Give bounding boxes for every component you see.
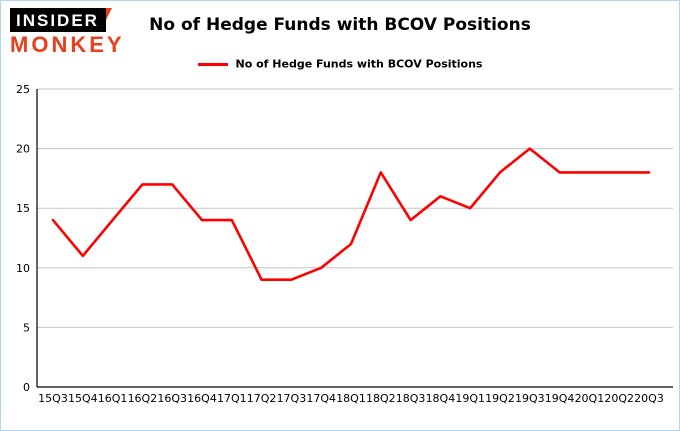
x-tick-label: 18Q4 xyxy=(426,392,456,405)
x-tick-label: 20Q2 xyxy=(604,392,634,405)
x-tick-label: 20Q3 xyxy=(634,392,664,405)
brand-insider: INSIDER xyxy=(10,8,112,32)
x-tick-label: 16Q2 xyxy=(128,392,158,405)
x-tick-label: 15Q4 xyxy=(68,392,98,405)
x-tick-label: 18Q1 xyxy=(336,392,366,405)
legend-swatch xyxy=(197,62,228,66)
legend-label: No of Hedge Funds with BCOV Positions xyxy=(235,57,483,71)
y-tick-label: 0 xyxy=(23,381,30,394)
x-tick-label: 19Q3 xyxy=(515,392,545,405)
y-tick-label: 15 xyxy=(16,202,30,215)
x-tick-label: 19Q1 xyxy=(455,392,485,405)
series-line xyxy=(51,147,651,282)
chart-title: No of Hedge Funds with BCOV Positions xyxy=(149,15,531,35)
x-tick-label: 15Q3 xyxy=(38,392,68,405)
x-tick-label: 18Q2 xyxy=(366,392,396,405)
y-tick-label: 20 xyxy=(16,143,30,156)
chart-legend: No of Hedge Funds with BCOV Positions xyxy=(1,57,679,71)
x-tick-label: 17Q1 xyxy=(217,392,247,405)
y-tick-label: 25 xyxy=(16,83,30,96)
x-tick-label: 17Q4 xyxy=(306,392,336,405)
x-tick-label: 16Q4 xyxy=(187,392,217,405)
x-tick-label: 16Q1 xyxy=(98,392,128,405)
y-tick-label: 10 xyxy=(16,262,30,275)
x-tick-label: 19Q2 xyxy=(485,392,515,405)
y-tick-label: 5 xyxy=(23,321,30,334)
brand-logo: INSIDER MONKEY xyxy=(10,8,125,56)
x-tick-label: 19Q4 xyxy=(545,392,575,405)
brand-monkey: MONKEY xyxy=(10,32,125,57)
x-tick-label: 18Q3 xyxy=(396,392,426,405)
x-tick-label: 20Q1 xyxy=(575,392,605,405)
x-tick-label: 17Q2 xyxy=(247,392,277,405)
x-tick-label: 17Q3 xyxy=(277,392,307,405)
x-tick-label: 16Q3 xyxy=(157,392,187,405)
